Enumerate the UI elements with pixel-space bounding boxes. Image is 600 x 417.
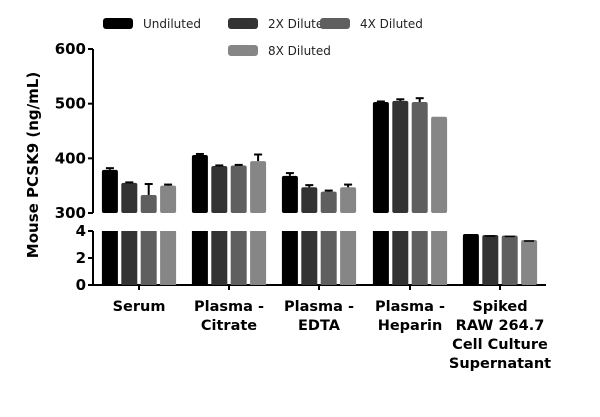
bar-lower-segment (211, 231, 228, 285)
x-tick-label: Plasma - (284, 299, 354, 315)
legend-label: Undiluted (143, 17, 201, 31)
bar-lower-segment (230, 231, 247, 285)
legend-label: 4X Diluted (360, 17, 423, 31)
legend-swatch (228, 18, 258, 29)
bar (121, 182, 138, 213)
x-tick-label: Plasma - (375, 299, 445, 315)
legend-swatch (228, 45, 258, 56)
bar (230, 165, 247, 213)
bar (301, 187, 318, 213)
bar-lower-segment (340, 231, 357, 285)
bar (340, 187, 357, 213)
bar (250, 161, 267, 213)
bar-lower-segment (140, 231, 157, 285)
bar (101, 169, 118, 213)
bar (482, 235, 499, 285)
bar-lower-segment (431, 231, 448, 285)
bar (140, 194, 157, 213)
bar (462, 233, 479, 285)
bar-lower-segment (101, 231, 118, 285)
y-tick-label: 2 (76, 249, 86, 267)
bar (211, 165, 228, 213)
x-tick-label: Heparin (378, 318, 443, 334)
bar-lower-segment (411, 231, 428, 285)
x-tick-label: Spiked (472, 299, 527, 315)
x-tick-label: Supernatant (449, 356, 551, 372)
legend-swatch (320, 18, 350, 29)
x-tick-label: Citrate (201, 318, 257, 334)
y-tick-label: 500 (55, 95, 86, 113)
x-tick-label: RAW 264.7 (456, 318, 545, 334)
bar (160, 185, 177, 213)
y-tick-label: 300 (55, 204, 86, 222)
bars (101, 97, 538, 285)
x-tick-label: Serum (113, 299, 166, 315)
x-tick-labels: Serum Plasma - Citrate Plasma - EDTA Plasma -… (113, 299, 552, 372)
y-tick-label: 0 (76, 276, 86, 294)
y-axis-label: Mouse PCSK9 (ng/mL) (24, 72, 42, 258)
bar (431, 116, 448, 213)
bar (392, 100, 409, 213)
bar-lower-segment (392, 231, 409, 285)
y-tick-label: 400 (55, 149, 86, 167)
bar (281, 175, 298, 213)
bar (320, 191, 337, 213)
bar (372, 102, 389, 213)
legend: Undiluted 2X Diluted 4X Diluted 8X Diluted (103, 17, 423, 58)
bar (501, 235, 518, 285)
bar (521, 240, 538, 285)
bar-lower-segment (191, 231, 208, 285)
x-tick-label: Cell Culture (452, 337, 548, 353)
bar-lower-segment (160, 231, 177, 285)
legend-label: 2X Diluted (268, 17, 331, 31)
x-tick-label: Plasma - (194, 299, 264, 315)
legend-swatch (103, 18, 133, 29)
bar (411, 102, 428, 213)
bar (191, 155, 208, 213)
legend-label: 8X Diluted (268, 44, 331, 58)
y-tick-label: 600 (55, 40, 86, 58)
bar-lower-segment (372, 231, 389, 285)
x-tick-label: EDTA (298, 318, 341, 334)
bar-lower-segment (320, 231, 337, 285)
bar-lower-segment (250, 231, 267, 285)
bar-lower-segment (121, 231, 138, 285)
bar-lower-segment (281, 231, 298, 285)
bar-lower-segment (301, 231, 318, 285)
y-tick-label: 4 (76, 222, 86, 240)
